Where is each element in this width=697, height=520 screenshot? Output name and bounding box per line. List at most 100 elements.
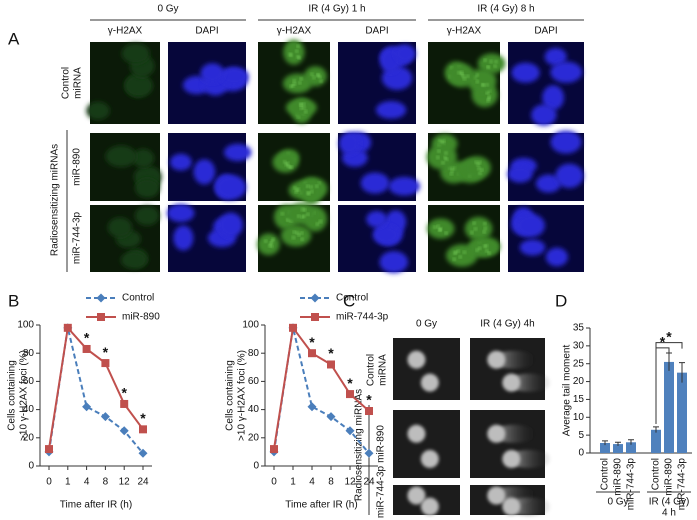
focus	[436, 156, 440, 159]
y-axis-label: Cells containing	[7, 360, 18, 431]
x-tick-label: 0	[46, 477, 52, 488]
focus	[451, 166, 454, 170]
comet-head	[420, 497, 439, 516]
focus	[482, 230, 486, 234]
nucleus	[366, 210, 388, 228]
y-tick-label: 0	[253, 461, 259, 472]
nucleus	[545, 247, 568, 267]
channel-label: DAPI	[534, 26, 557, 37]
nucleus	[223, 143, 252, 162]
comet-head	[487, 350, 506, 369]
group-label: 0 Gy	[607, 497, 628, 508]
focus	[310, 190, 314, 193]
focus	[453, 167, 456, 170]
focus	[487, 251, 491, 255]
focus	[307, 192, 311, 195]
row-label: Control	[61, 67, 72, 99]
nucleus	[531, 104, 557, 126]
focus	[316, 74, 320, 77]
comet-head	[502, 449, 521, 468]
micrograph	[257, 202, 330, 272]
y-tick-label: 20	[248, 432, 260, 443]
micrograph	[167, 203, 246, 272]
focus	[269, 241, 273, 245]
comparison-bracket	[655, 342, 683, 424]
micrograph	[90, 133, 162, 201]
focus	[299, 103, 302, 106]
comet-image	[470, 485, 552, 516]
focus	[316, 222, 319, 226]
focus	[289, 53, 293, 57]
comet-head	[407, 486, 426, 505]
nucleus	[511, 62, 540, 83]
focus	[442, 142, 445, 145]
focus	[310, 73, 314, 76]
nucleus	[388, 176, 421, 196]
focus	[438, 139, 442, 143]
nucleus	[360, 172, 390, 194]
micrograph	[338, 205, 416, 274]
focus	[310, 185, 313, 189]
focus	[293, 79, 296, 83]
bar	[613, 444, 623, 453]
focus	[302, 215, 306, 218]
x-tick-label: 8	[103, 477, 109, 488]
legend-marker	[310, 293, 320, 303]
nucleus	[86, 101, 110, 120]
micrograph	[508, 42, 584, 126]
focus	[475, 73, 479, 77]
point	[327, 360, 335, 369]
x-tick-label: 12	[344, 477, 356, 488]
x-tick-label: 4	[84, 477, 90, 488]
x-tick-label: miR-890	[664, 458, 675, 496]
x-tick-label: 8	[328, 477, 334, 488]
focus	[480, 168, 484, 172]
point	[139, 425, 147, 434]
focus	[456, 250, 460, 253]
y-axis-label: >10 γ-H2AX foci (%)	[19, 350, 30, 441]
nucleus	[426, 144, 457, 170]
nucleus	[215, 174, 247, 200]
y-tick-label: 100	[17, 320, 34, 331]
point	[289, 323, 297, 332]
panel-label: D	[555, 291, 567, 310]
focus	[450, 172, 453, 176]
nucleus	[121, 43, 150, 64]
row-label: Control	[366, 354, 377, 386]
focus	[485, 249, 489, 252]
nucleus	[477, 53, 506, 74]
focus	[476, 80, 479, 83]
focus	[478, 247, 481, 250]
y-tick-label: 20	[23, 432, 35, 443]
focus	[297, 56, 301, 60]
micrograph	[426, 133, 500, 201]
x-tick-label: miR-744-3p	[626, 458, 637, 511]
focus	[460, 71, 464, 74]
focus	[486, 99, 490, 102]
focus	[315, 185, 318, 188]
nucleus	[544, 47, 567, 66]
comet-head	[420, 373, 439, 392]
focus	[298, 81, 302, 85]
x-tick-label: 24	[137, 477, 149, 488]
nucleus	[448, 63, 475, 88]
focus	[472, 221, 476, 225]
focus	[299, 77, 303, 81]
bar	[664, 361, 674, 453]
focus	[494, 60, 498, 64]
column-title: IR (4 Gy) 1 h	[308, 4, 365, 15]
focus	[318, 75, 322, 79]
row-label: miR-744-3p	[72, 211, 83, 264]
point	[365, 407, 373, 416]
nucleus	[135, 178, 160, 198]
focus	[444, 231, 448, 235]
x-tick-label: 12	[119, 477, 131, 488]
y-axis-label: Average tail moment	[562, 345, 573, 437]
focus	[264, 239, 268, 243]
focus	[475, 160, 478, 164]
legend-marker	[97, 313, 105, 321]
series-line	[48, 325, 144, 450]
focus	[296, 45, 300, 48]
y-tick-label: 30	[573, 340, 585, 351]
nucleus	[257, 233, 280, 256]
